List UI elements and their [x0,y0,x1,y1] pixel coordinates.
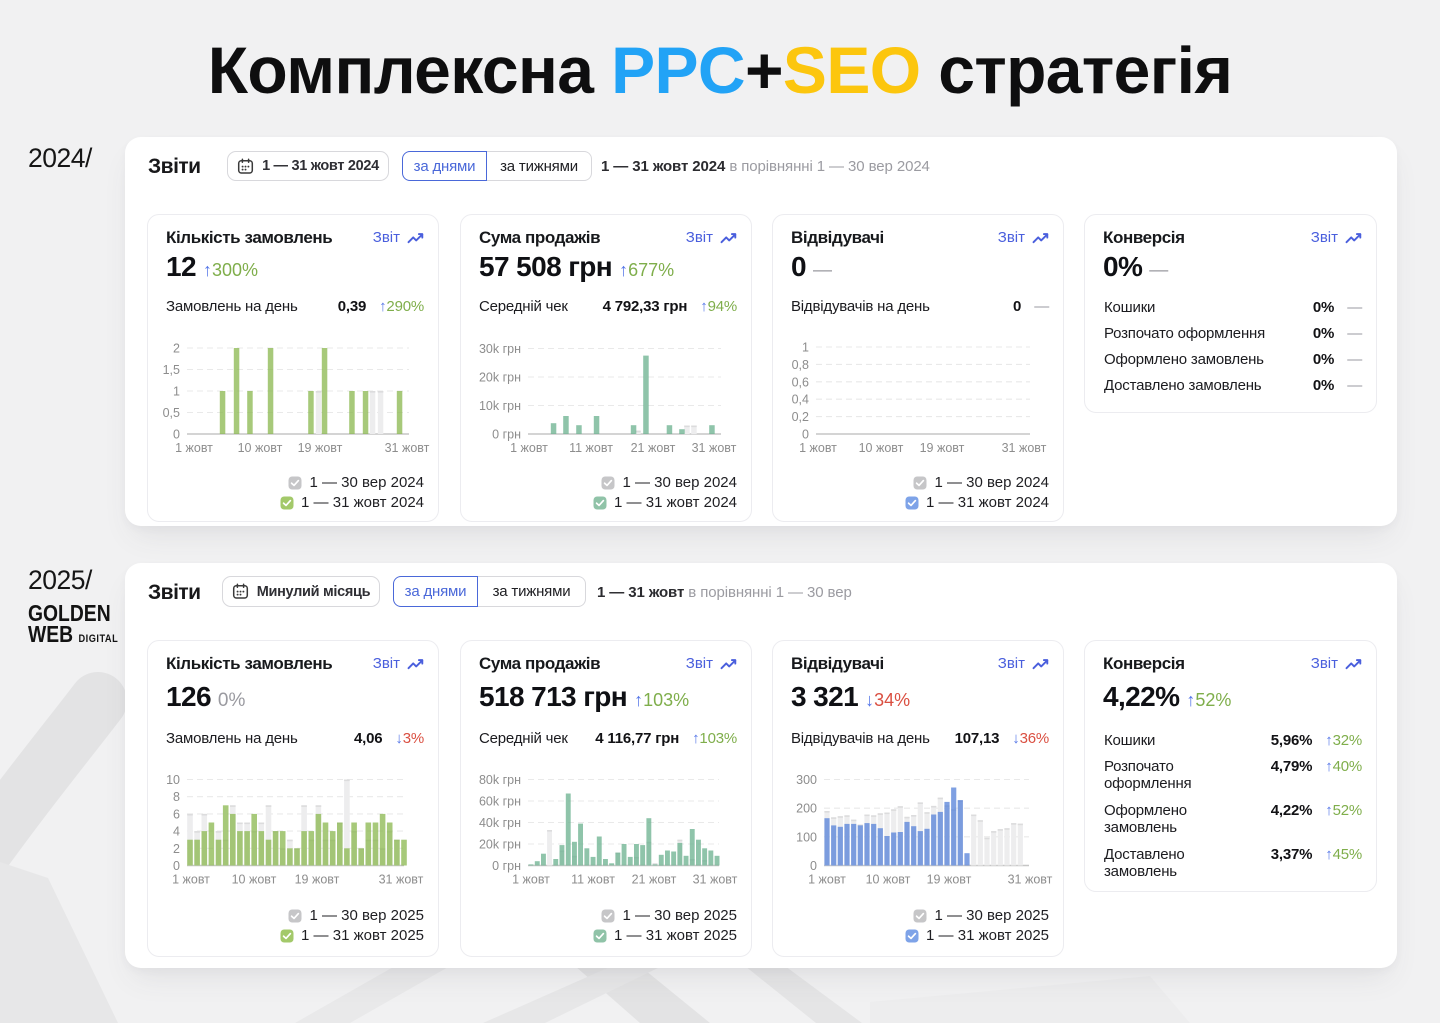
svg-text:10: 10 [166,773,180,787]
svg-text:31 жовт: 31 жовт [693,873,738,887]
svg-text:300: 300 [796,773,817,787]
svg-text:1 жовт: 1 жовт [799,441,837,455]
svg-text:31 жовт: 31 жовт [692,441,737,455]
svg-text:80k грн: 80k грн [479,773,521,787]
svg-text:30k грн: 30k грн [479,342,521,356]
svg-text:20k грн: 20k грн [479,371,521,385]
svg-text:10k грн: 10k грн [479,399,521,413]
svg-text:0,2: 0,2 [792,410,809,424]
svg-text:31 жовт: 31 жовт [1002,441,1047,455]
svg-text:2: 2 [173,842,180,856]
svg-text:200: 200 [796,802,817,816]
svg-text:1: 1 [173,385,180,399]
svg-text:19 жовт: 19 жовт [298,441,343,455]
svg-text:0,5: 0,5 [163,406,180,420]
svg-text:1 жовт: 1 жовт [172,873,210,887]
svg-text:10 жовт: 10 жовт [238,441,283,455]
svg-text:11 жовт: 11 жовт [571,873,615,887]
svg-text:1 жовт: 1 жовт [175,441,213,455]
svg-text:31 жовт: 31 жовт [379,873,424,887]
svg-text:6: 6 [173,807,180,821]
svg-text:8: 8 [173,790,180,804]
svg-text:0 грн: 0 грн [492,428,521,442]
svg-text:1,5: 1,5 [163,363,180,377]
svg-text:1: 1 [802,341,809,355]
svg-text:0,6: 0,6 [792,375,809,389]
svg-text:0: 0 [173,859,180,873]
svg-text:21 жовт: 21 жовт [632,873,677,887]
svg-text:100: 100 [796,830,817,844]
svg-text:10 жовт: 10 жовт [232,873,277,887]
svg-text:0: 0 [810,859,817,873]
svg-text:0 грн: 0 грн [492,859,521,873]
svg-text:0,4: 0,4 [792,393,809,407]
svg-text:40k грн: 40k грн [479,816,521,830]
svg-text:19 жовт: 19 жовт [920,441,965,455]
svg-text:1 жовт: 1 жовт [808,873,846,887]
svg-text:19 жовт: 19 жовт [295,873,340,887]
svg-text:31 жовт: 31 жовт [385,441,430,455]
svg-text:4: 4 [173,825,180,839]
svg-text:31 жовт: 31 жовт [1008,873,1053,887]
svg-text:0,8: 0,8 [792,358,809,372]
svg-text:60k грн: 60k грн [479,795,521,809]
svg-text:2: 2 [173,342,180,356]
svg-text:10 жовт: 10 жовт [859,441,904,455]
svg-text:21 жовт: 21 жовт [631,441,676,455]
svg-text:1 жовт: 1 жовт [512,873,550,887]
svg-text:1 жовт: 1 жовт [510,441,548,455]
svg-text:19 жовт: 19 жовт [927,873,972,887]
svg-text:10 жовт: 10 жовт [866,873,911,887]
svg-text:11 жовт: 11 жовт [569,441,613,455]
svg-text:20k грн: 20k грн [479,838,521,852]
svg-text:0: 0 [173,428,180,442]
svg-text:0: 0 [802,428,809,442]
